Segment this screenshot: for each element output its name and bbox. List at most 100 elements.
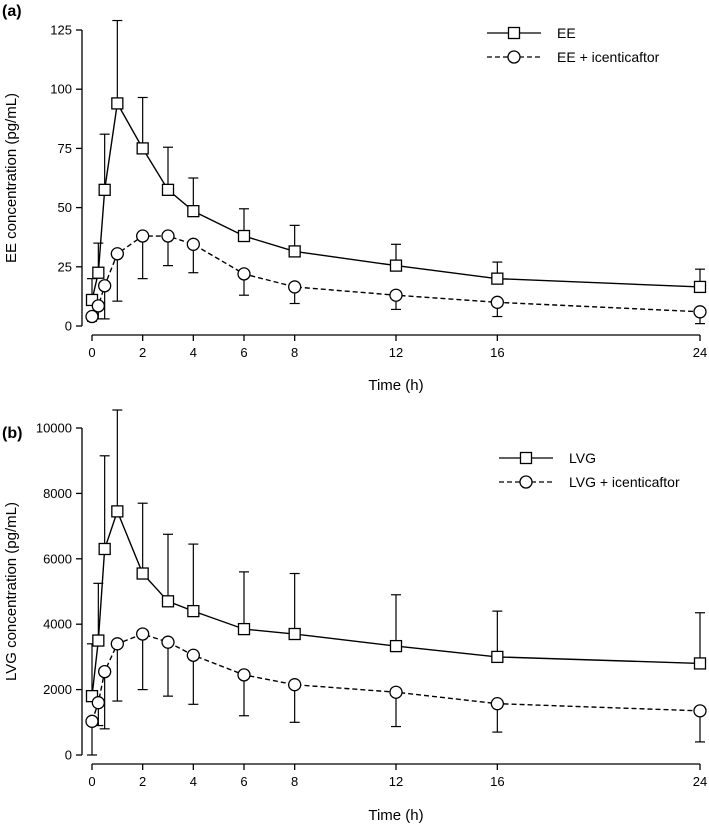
panel-label-a: (a) <box>2 3 22 20</box>
panel-b-x-tick-label: 4 <box>190 774 197 789</box>
panel-a-x-tick-label: 4 <box>190 345 197 360</box>
lvg-data-point <box>187 604 200 618</box>
legend-lvg-label: LVG <box>569 450 596 466</box>
ee-icenticaftor-data-point <box>136 229 150 243</box>
panel-a-y-tick-label: 100 <box>50 82 72 97</box>
ee-data-point <box>491 272 504 285</box>
lvg-data-point <box>92 634 105 647</box>
legend-lvg-icenticaftor-circle-marker <box>519 475 533 489</box>
ee-data-point <box>111 97 124 110</box>
panel-a-x-tick-label: 6 <box>240 345 247 360</box>
lvg-data-point <box>136 567 149 580</box>
ee-series-line <box>91 101 701 301</box>
panel-a-legend: EE EE + icenticaftor <box>487 25 660 65</box>
ee-data-point <box>136 142 149 155</box>
ee-icenticaftor-data-point <box>110 247 124 261</box>
lvg-icenticaftor-data-point <box>91 696 105 710</box>
legend-lvg-icenticaftor-label: LVG + icenticaftor <box>569 474 680 490</box>
legend-ee-icenticaftor-label: EE + icenticaftor <box>557 49 660 65</box>
ee-data-point <box>389 259 403 272</box>
ee-icenticaftor-data-point <box>237 267 251 281</box>
panel-a-x-tick-label: 0 <box>88 345 95 360</box>
ee-data-point <box>693 280 707 294</box>
lvg-data-point <box>98 542 111 556</box>
lvg-icenticaftor-data-point <box>288 678 302 692</box>
panel-a-y-tick-label: 50 <box>58 200 72 215</box>
panel-b-errorbars <box>87 409 705 756</box>
lvg-data-point <box>161 595 175 608</box>
legend-lvg-square-marker <box>519 451 533 465</box>
lvg-icenticaftor-data-point <box>186 648 200 662</box>
panel-a-x-axis-title: Time (h) <box>368 377 423 394</box>
panel-b-y-tick-label: 8000 <box>43 486 72 501</box>
panel-b-x-tick-label: 8 <box>291 774 298 789</box>
panel-a-markers <box>85 97 707 324</box>
lvg-data-point <box>111 505 124 518</box>
lvg-data-point <box>491 650 504 664</box>
ee-icenticaftor-data-point <box>389 288 403 302</box>
panel-b-y-axis-title: LVG concentration (pg/mL) <box>3 502 20 681</box>
lvg-icenticaftor-data-point <box>490 697 504 711</box>
lvg-icenticaftor-data-point <box>98 664 112 679</box>
panel-b-x-tick-label: 12 <box>389 774 403 789</box>
ee-icenticaftor-data-point <box>98 279 112 293</box>
panel-b-x-tick-label: 2 <box>139 774 146 789</box>
legend-ee-label: EE <box>557 25 576 41</box>
panel-b-markers <box>85 505 707 728</box>
lvg-icenticaftor-data-point <box>237 668 251 682</box>
ee-icenticaftor-data-point <box>693 305 707 319</box>
lvg-series-line <box>91 509 701 697</box>
panel-a-x-tick-label: 16 <box>490 345 504 360</box>
panel-a-errorbars <box>87 19 705 325</box>
lvg-icenticaftor-data-point <box>693 704 707 718</box>
lvg-icenticaftor-data-point <box>85 714 99 728</box>
legend-ee-icenticaftor-circle-marker <box>507 50 521 64</box>
ee-data-point <box>187 205 200 218</box>
lvg-icenticaftor-data-point <box>389 685 403 699</box>
panel-b-legend: LVG LVG + icenticaftor <box>499 450 680 490</box>
panel-b-lines <box>91 509 701 722</box>
lvg-data-point <box>693 657 707 670</box>
panel-a-lines <box>91 101 701 317</box>
panel-b-y-tick-label: 2000 <box>43 682 72 697</box>
panel-b-y-tick-label: 4000 <box>43 617 72 632</box>
panel-a-x-tick-label: 8 <box>291 345 298 360</box>
panel-b-x-tick-label: 0 <box>88 774 95 789</box>
ee-icenticaftor-data-point <box>288 280 302 294</box>
ee-icenticaftor-data-point <box>91 299 105 313</box>
panel-a-y-tick-label: 75 <box>58 141 72 156</box>
ee-data-point <box>237 229 251 243</box>
ee-icenticaftor-data-point <box>490 295 504 309</box>
lvg-icenticaftor-data-point <box>161 635 175 649</box>
panel-b-x-tick-label: 24 <box>693 774 707 789</box>
panel-b-x-tick-label: 6 <box>240 774 247 789</box>
panel-a-y-tick-label: 125 <box>50 23 72 38</box>
panel-a-x-tick-label: 24 <box>693 345 707 360</box>
ee-data-point <box>288 245 301 258</box>
ee-data-point <box>98 183 111 196</box>
panel-a-y-tick-label: 25 <box>58 259 72 274</box>
panel-b-x-tick-label: 16 <box>490 774 504 789</box>
panel-b-y-tick-label: 10000 <box>36 421 72 436</box>
panel-b-y-tick-label: 0 <box>65 748 72 763</box>
ee-icenticaftor-series-line <box>91 235 701 317</box>
panel-b-y-tick-label: 6000 <box>43 551 72 566</box>
panel-a-x-tick-label: 12 <box>389 345 403 360</box>
panel-label-b: (b) <box>2 425 22 442</box>
panel-a-x-tick-label: 2 <box>139 345 146 360</box>
lvg-icenticaftor-data-point <box>136 627 150 641</box>
ee-data-point <box>161 183 175 196</box>
lvg-data-point <box>389 639 403 653</box>
ee-icenticaftor-data-point <box>85 309 99 324</box>
panel-b-x-axis-title: Time (h) <box>368 807 423 824</box>
lvg-icenticaftor-data-point <box>110 637 124 651</box>
lvg-data-point <box>288 627 301 641</box>
lvg-data-point <box>237 622 251 636</box>
ee-icenticaftor-data-point <box>161 229 175 243</box>
lvg-icenticaftor-series-line <box>91 633 701 722</box>
